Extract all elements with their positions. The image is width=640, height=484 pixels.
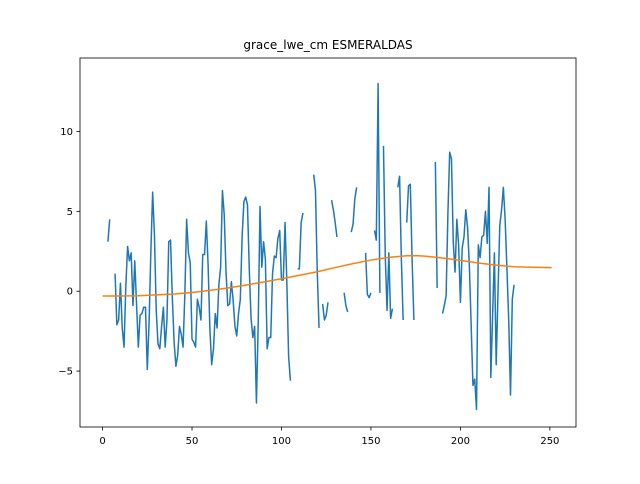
plot-area: [80, 58, 576, 427]
series-0-line-segment-11: [397, 175, 404, 320]
series-0-line-segment-9: [373, 82, 381, 293]
plot-frame: [79, 57, 577, 428]
y-axis: −5 0 5 10: [58, 127, 80, 378]
series-0-line-segment-12: [405, 183, 415, 320]
series-layer: [102, 82, 552, 411]
series-0-line-segment-13: [434, 161, 438, 289]
y-tick-label: 5: [67, 207, 73, 218]
series-0-line-segment-5: [330, 200, 338, 238]
x-tick-label: 250: [540, 436, 559, 447]
y-tick-label: 10: [60, 127, 73, 138]
series-0-line-segment-1: [114, 189, 292, 404]
series-0-line-segment-14: [441, 151, 515, 411]
series-0-line-segment-7: [350, 187, 358, 233]
x-tick-label: 200: [451, 436, 470, 447]
x-tick-label: 100: [272, 436, 291, 447]
series-0-line-segment-3: [312, 174, 320, 328]
y-tick-label: −5: [58, 367, 73, 378]
x-axis: 0 50 100 150 200 250: [99, 427, 559, 447]
x-tick-label: 0: [99, 436, 105, 447]
series-0-line-segment-0: [107, 219, 111, 242]
x-tick-label: 50: [186, 436, 199, 447]
series-0-line-segment-6: [343, 292, 349, 313]
y-tick-label: 0: [67, 287, 73, 298]
x-tick-label: 150: [361, 436, 380, 447]
series-0-line-segment-8: [364, 252, 372, 299]
series-1-line-segment-0: [102, 254, 552, 297]
series-0-line-segment-10: [382, 145, 394, 320]
series-0-line-segment-4: [321, 302, 329, 321]
chart-title: grace_lwe_cm ESMERALDAS: [243, 38, 412, 52]
series-0-line-segment-2: [297, 212, 304, 270]
